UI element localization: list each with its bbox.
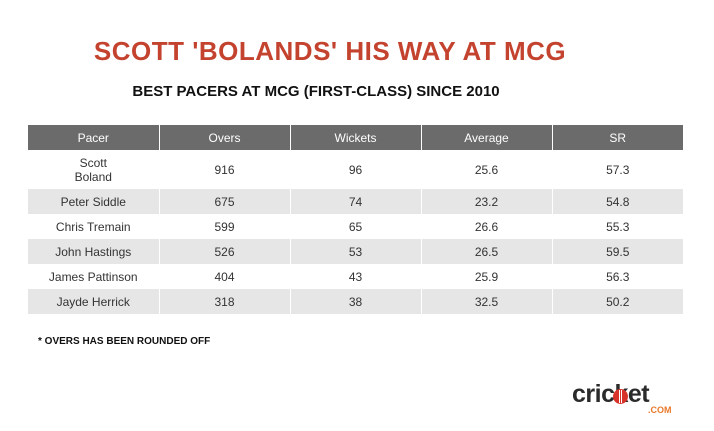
sr-cell: 59.5: [551, 239, 683, 264]
sr-cell: 50.2: [551, 289, 683, 314]
sr-cell: 56.3: [551, 264, 683, 289]
table-row: Peter Siddle 675 74 23.2 54.8: [28, 189, 683, 214]
cricket-com-logo: cricket .COM: [572, 380, 687, 420]
average-cell: 25.6: [420, 150, 552, 189]
wickets-cell: 96: [289, 150, 421, 189]
table-row: John Hastings 526 53 26.5 59.5: [28, 239, 683, 264]
wickets-cell: 43: [289, 264, 421, 289]
pacer-name-cell: John Hastings: [28, 239, 159, 264]
table-row: Scott Boland 916 96 25.6 57.3: [28, 150, 683, 189]
average-cell: 32.5: [420, 289, 552, 314]
pacers-table: Pacer Overs Wickets Average SR Scott Bol…: [28, 125, 683, 314]
overs-cell: 318: [158, 289, 290, 314]
sr-cell: 57.3: [551, 150, 683, 189]
column-header-wickets: Wickets: [289, 125, 421, 150]
average-cell: 26.6: [420, 214, 552, 239]
page-title: SCOTT 'BOLANDS' HIS WAY AT MCG: [93, 36, 567, 66]
table-row: Jayde Herrick 318 38 32.5 50.2: [28, 289, 683, 314]
pacer-first-name: Scott: [79, 155, 107, 170]
table-header-row: Pacer Overs Wickets Average SR: [28, 125, 683, 150]
wickets-cell: 74: [289, 189, 421, 214]
pacer-name-cell: James Pattinson: [28, 264, 159, 289]
overs-cell: 599: [158, 214, 290, 239]
column-header-pacer: Pacer: [28, 125, 159, 150]
table-row: Chris Tremain 599 65 26.6 55.3: [28, 214, 683, 239]
wickets-cell: 38: [289, 289, 421, 314]
pacer-name-cell: Jayde Herrick: [28, 289, 159, 314]
sr-cell: 55.3: [551, 214, 683, 239]
wickets-cell: 65: [289, 214, 421, 239]
logo-wordmark: cricket: [572, 380, 650, 408]
footnote: * OVERS HAS BEEN ROUNDED OFF: [38, 336, 211, 347]
average-cell: 25.9: [420, 264, 552, 289]
overs-cell: 916: [158, 150, 290, 189]
table-row: James Pattinson 404 43 25.9 56.3: [28, 264, 683, 289]
column-header-sr: SR: [551, 125, 683, 150]
pacer-last-name: Boland: [74, 169, 112, 184]
pacer-name-cell: Peter Siddle: [28, 189, 159, 214]
logo-suffix: .COM: [648, 405, 672, 415]
overs-cell: 404: [158, 264, 290, 289]
overs-cell: 675: [158, 189, 290, 214]
overs-cell: 526: [158, 239, 290, 264]
pacer-name-cell: Scott Boland: [28, 150, 159, 189]
pacer-name-cell: Chris Tremain: [28, 214, 159, 239]
column-header-average: Average: [420, 125, 552, 150]
cricket-ball-icon: [613, 389, 628, 404]
wickets-cell: 53: [289, 239, 421, 264]
column-header-overs: Overs: [158, 125, 290, 150]
page-subtitle: BEST PACERS AT MCG (FIRST-CLASS) SINCE 2…: [132, 83, 500, 100]
average-cell: 26.5: [420, 239, 552, 264]
average-cell: 23.2: [420, 189, 552, 214]
sr-cell: 54.8: [551, 189, 683, 214]
